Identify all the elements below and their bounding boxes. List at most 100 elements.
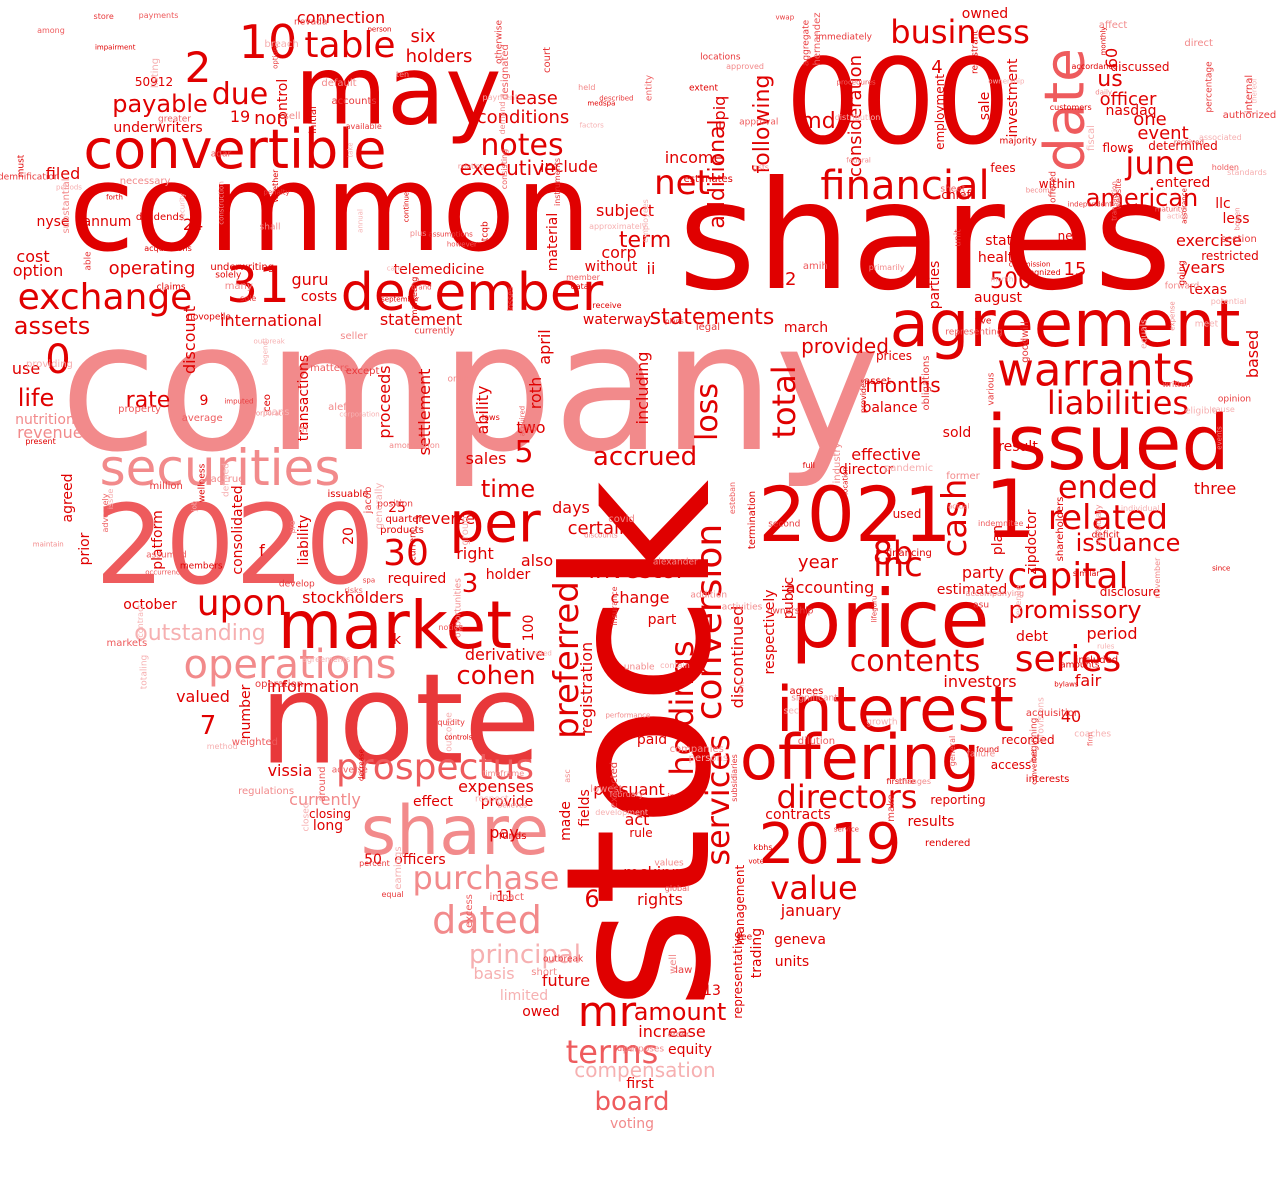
small-word: immediately — [815, 32, 872, 43]
small-word: alexander — [652, 557, 698, 568]
word-employment: employment — [933, 74, 947, 150]
small-word: incurred — [667, 791, 701, 801]
word-discussed: discussed — [1110, 60, 1170, 74]
small-word: subsidiary — [1094, 504, 1104, 546]
word-american: american — [1085, 184, 1199, 212]
small-word: store — [93, 11, 114, 21]
word-made: made — [558, 801, 574, 841]
small-word: liquidity — [432, 718, 465, 728]
word-ii: ii — [646, 259, 656, 278]
small-word: fee — [737, 932, 753, 943]
word-reverse: reverse — [414, 509, 476, 528]
word-fees: fees — [990, 161, 1016, 175]
small-word: received — [1173, 138, 1204, 147]
word-4: 4 — [931, 57, 943, 78]
small-word: marketing — [409, 276, 419, 318]
small-word: corporation — [339, 410, 380, 419]
word-currently: currently — [289, 790, 361, 809]
small-word: industry — [831, 442, 843, 484]
word-19: 19 — [229, 107, 251, 126]
word-company: company — [59, 284, 881, 491]
small-word: online — [447, 374, 475, 385]
small-word: beginning — [1029, 717, 1040, 763]
small-word: july — [525, 423, 539, 432]
word-platform: platform — [150, 510, 166, 570]
word-connection: connection — [296, 8, 386, 27]
small-word: pro — [287, 520, 297, 534]
word-24: 24 — [182, 215, 204, 234]
small-word: action — [1167, 212, 1189, 221]
word-investor: investor — [588, 556, 686, 584]
word-terms: terms — [565, 1033, 659, 1071]
word-representative: representative — [731, 931, 745, 1019]
small-word: global — [664, 883, 690, 893]
small-word: laws — [481, 413, 500, 423]
word-2: 2 — [184, 43, 212, 92]
small-word: many — [224, 280, 253, 292]
small-word: transaction — [1110, 181, 1119, 221]
small-word: occurrence — [145, 568, 185, 577]
small-word: asu — [973, 600, 990, 611]
word-years: years — [1180, 258, 1226, 277]
small-word: firstfire — [886, 777, 916, 787]
word-0: 0 — [45, 337, 71, 383]
word-disclosure: disclosure — [1099, 585, 1161, 599]
small-word: shall — [259, 222, 281, 233]
word-executive: executive — [459, 156, 557, 180]
small-word: customers — [1049, 102, 1092, 112]
small-word: obligations — [920, 355, 932, 410]
small-word: addition — [690, 590, 728, 601]
word-respectively: respectively — [762, 589, 778, 675]
word-k: k — [392, 632, 402, 648]
small-word: unable — [623, 662, 655, 673]
small-word: events — [1215, 426, 1224, 451]
word-purchase: purchase — [412, 859, 560, 897]
small-word: earnings — [393, 846, 405, 890]
word-contents: contents — [849, 644, 981, 679]
small-word: november — [1153, 557, 1163, 599]
small-word: forth — [106, 193, 123, 202]
small-word: risks — [344, 585, 363, 595]
word-officer: officer — [1099, 89, 1157, 110]
word-april: april — [535, 329, 554, 365]
word-2020: 2020 — [95, 481, 375, 609]
word-reporting: reporting — [930, 793, 986, 807]
word-f: f — [259, 541, 265, 560]
word-part: part — [647, 612, 677, 628]
small-word: well — [667, 954, 679, 975]
word-table: table — [304, 25, 396, 66]
small-word: gsfs — [752, 163, 769, 173]
small-word: make — [885, 794, 897, 823]
small-word: lowest — [590, 783, 623, 795]
small-word: associated — [1198, 133, 1242, 143]
word-price: price — [790, 573, 990, 666]
small-word: activities — [721, 602, 763, 613]
word-fair: fair — [1074, 671, 1102, 690]
word-based: based — [1243, 329, 1262, 379]
small-word: among — [37, 25, 65, 35]
small-word: million — [149, 481, 183, 493]
word-telemedicine: telemedicine — [393, 262, 485, 278]
word-loss: loss — [690, 383, 725, 441]
small-word: holden — [1211, 162, 1240, 172]
small-word: initial — [307, 106, 319, 134]
word-derivative: derivative — [464, 645, 546, 664]
small-word: insurance — [609, 586, 619, 626]
small-word: take — [346, 142, 355, 158]
word-estimated: estimated — [936, 582, 1008, 598]
small-word: adar — [210, 149, 232, 160]
word-january: january — [780, 901, 842, 920]
small-word: order — [667, 1030, 690, 1040]
small-word: potential — [1210, 296, 1247, 306]
small-word: kbhs — [753, 842, 773, 852]
word-within: within — [1038, 177, 1076, 191]
small-word: assumptions — [428, 230, 473, 239]
small-word: section — [1220, 234, 1257, 246]
small-word: failure — [966, 749, 996, 760]
word-sale: sale — [977, 91, 993, 121]
small-word: meet — [1194, 319, 1219, 330]
word-statements: statements — [649, 305, 775, 330]
word-voting: voting — [610, 1116, 654, 1132]
word-value: value — [770, 869, 858, 907]
word-sold: sold — [942, 425, 972, 441]
